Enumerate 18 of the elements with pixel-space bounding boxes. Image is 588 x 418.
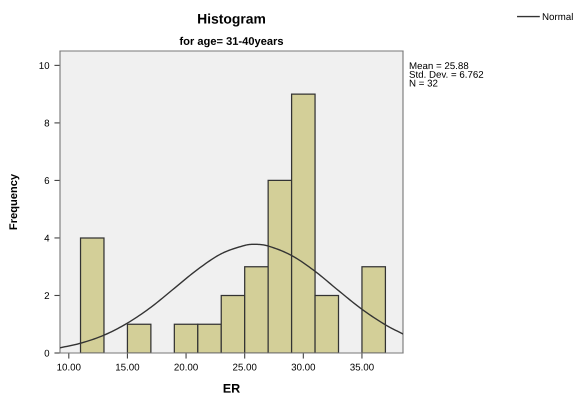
y-tick-label: 8: [44, 120, 50, 127]
x-tick-label: 20.00: [174, 364, 198, 371]
x-tick-label: 10.00: [57, 364, 81, 371]
chart-title: Histogram: [198, 13, 265, 27]
chart-subtitle: for age= 31-40years: [180, 36, 284, 48]
y-tick-label: 4: [44, 234, 50, 242]
x-tick-label: 25.00: [233, 364, 256, 371]
x-tick-label: 30.00: [292, 364, 316, 371]
x-tick-label: 35.00: [350, 364, 374, 371]
text: Mean = 25.88 Std. Dev. = 6.762 N = 32: [409, 62, 484, 87]
x-tick-label: 15.00: [116, 364, 140, 371]
legend-label: Normal: [542, 12, 573, 20]
y-tick-label: 6: [44, 177, 50, 184]
y-tick-label: 0: [44, 350, 50, 357]
y-tick-label: 10: [40, 62, 50, 69]
x-axis-title: ER: [224, 384, 240, 393]
y-tick-label: 2: [44, 292, 50, 299]
y-axis-title: Frequency: [9, 174, 20, 230]
